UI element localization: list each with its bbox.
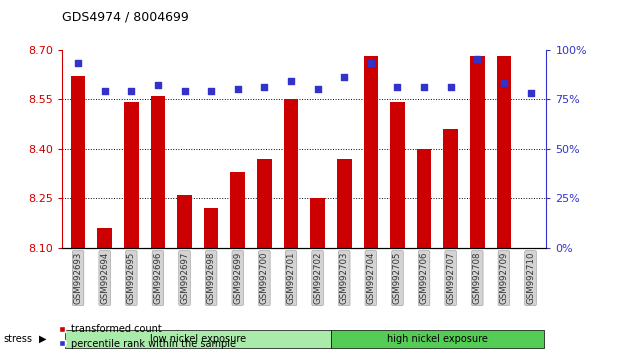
Point xyxy=(446,84,456,90)
Bar xyxy=(284,99,298,248)
Point xyxy=(100,88,110,94)
Bar xyxy=(71,76,86,248)
Text: GSM992696: GSM992696 xyxy=(153,252,163,304)
Bar xyxy=(363,56,378,248)
Bar xyxy=(177,195,192,248)
Text: GSM992705: GSM992705 xyxy=(393,252,402,304)
Point xyxy=(392,84,402,90)
Point xyxy=(73,61,83,66)
Point xyxy=(339,74,349,80)
Text: GSM992699: GSM992699 xyxy=(233,252,242,304)
Text: ▶: ▶ xyxy=(39,334,46,344)
Bar xyxy=(150,96,165,248)
Bar xyxy=(124,102,138,248)
Text: GSM992698: GSM992698 xyxy=(207,252,215,304)
Point xyxy=(499,80,509,86)
Text: GSM992710: GSM992710 xyxy=(526,252,535,304)
Text: GSM992701: GSM992701 xyxy=(286,252,296,304)
Bar xyxy=(257,159,271,248)
Text: GDS4974 / 8004699: GDS4974 / 8004699 xyxy=(62,11,189,24)
Text: GSM992695: GSM992695 xyxy=(127,252,136,304)
Bar xyxy=(417,149,432,248)
Point xyxy=(206,88,216,94)
Point xyxy=(260,84,270,90)
Point xyxy=(126,88,136,94)
Point xyxy=(525,90,535,96)
Legend: transformed count, percentile rank within the sample: transformed count, percentile rank withi… xyxy=(55,320,240,353)
Text: GSM992700: GSM992700 xyxy=(260,252,269,304)
Text: GSM992693: GSM992693 xyxy=(73,252,83,304)
Point xyxy=(233,86,243,92)
Bar xyxy=(443,129,458,248)
Text: GSM992702: GSM992702 xyxy=(313,252,322,304)
FancyBboxPatch shape xyxy=(65,330,331,348)
Bar xyxy=(97,228,112,248)
Text: low nickel exposure: low nickel exposure xyxy=(150,333,246,344)
Text: GSM992707: GSM992707 xyxy=(446,252,455,304)
Text: GSM992709: GSM992709 xyxy=(499,252,509,304)
Point xyxy=(419,84,429,90)
Point xyxy=(286,79,296,84)
Bar xyxy=(390,102,405,248)
Bar xyxy=(204,208,219,248)
Point xyxy=(366,61,376,66)
Point xyxy=(473,57,483,62)
Point xyxy=(179,88,189,94)
Bar xyxy=(470,56,484,248)
Text: GSM992697: GSM992697 xyxy=(180,252,189,304)
Bar xyxy=(337,159,351,248)
Bar xyxy=(230,172,245,248)
Point xyxy=(153,82,163,88)
Text: GSM992706: GSM992706 xyxy=(420,252,428,304)
Text: GSM992694: GSM992694 xyxy=(100,252,109,304)
Text: stress: stress xyxy=(3,334,32,344)
Point xyxy=(312,86,322,92)
Text: high nickel exposure: high nickel exposure xyxy=(387,333,488,344)
Text: GSM992708: GSM992708 xyxy=(473,252,482,304)
Text: GSM992704: GSM992704 xyxy=(366,252,375,304)
Text: GSM992703: GSM992703 xyxy=(340,252,349,304)
Bar xyxy=(497,56,511,248)
FancyBboxPatch shape xyxy=(331,330,544,348)
Bar xyxy=(310,198,325,248)
